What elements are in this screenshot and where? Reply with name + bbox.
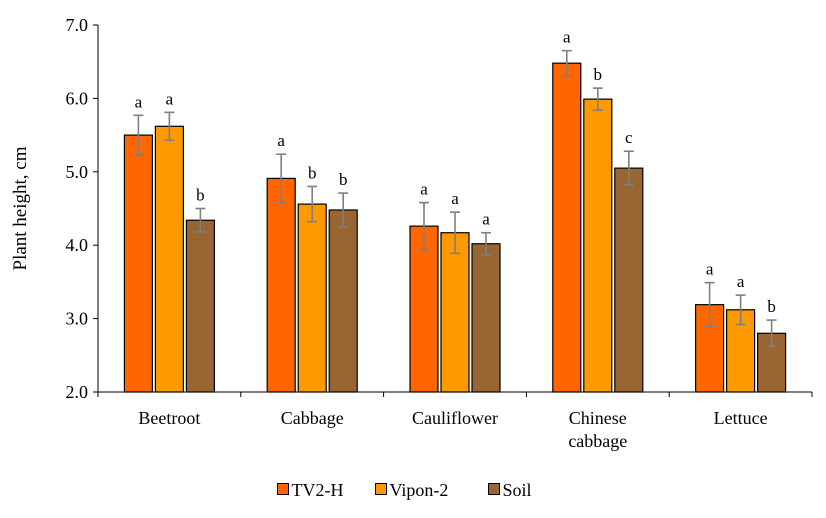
significance-letter: a [135, 92, 143, 111]
y-tick-label: 5.0 [66, 162, 89, 182]
significance-letter: c [625, 128, 633, 147]
y-tick-label: 7.0 [66, 15, 89, 35]
legend-label: Vipon-2 [390, 480, 449, 500]
bar-tv2-h [123, 134, 154, 393]
x-category-label: Beetroot [138, 408, 200, 428]
legend-swatch [488, 483, 500, 495]
bar-soil [614, 167, 644, 393]
bar-tv2-h [409, 225, 439, 393]
legend-label: TV2-H [292, 480, 344, 500]
x-category-label: Cabbage [281, 408, 344, 428]
significance-letter: a [420, 180, 428, 199]
bar-vipon-2 [583, 98, 613, 393]
bar-soil [328, 209, 358, 393]
significance-letter: b [767, 297, 776, 316]
legend-swatch [277, 483, 289, 495]
significance-letter: a [706, 260, 714, 279]
x-category-label: Cauliflower [412, 408, 498, 428]
significance-letter: a [166, 89, 174, 108]
bar-vipon-2 [297, 203, 327, 393]
significance-letter: a [451, 189, 459, 208]
legend-swatch [375, 483, 387, 495]
y-tick-label: 4.0 [66, 235, 89, 255]
significance-letter: a [563, 28, 571, 47]
significance-letter: b [339, 170, 348, 189]
bar-tv2-h [266, 177, 296, 393]
bar-soil [471, 243, 501, 393]
bar-soil [185, 219, 215, 393]
x-category-label: Chinese [569, 408, 627, 428]
bar-tv2-h [552, 62, 582, 393]
significance-letter: b [308, 163, 317, 182]
significance-letter: a [482, 210, 490, 229]
x-category-label: cabbage [568, 431, 627, 451]
significance-letter: b [594, 65, 603, 84]
y-tick-label: 2.0 [66, 382, 89, 402]
significance-letter: a [737, 272, 745, 291]
y-tick-label: 6.0 [66, 88, 89, 108]
bar-vipon-2 [440, 232, 470, 393]
legend-label: Soil [503, 480, 532, 500]
significance-letter: a [277, 131, 285, 150]
x-category-label: Lettuce [714, 408, 768, 428]
y-tick-label: 3.0 [66, 309, 89, 329]
y-axis-title: Plant height, cm [10, 146, 31, 270]
bar-vipon-2 [154, 125, 184, 393]
significance-letter: b [196, 186, 205, 205]
